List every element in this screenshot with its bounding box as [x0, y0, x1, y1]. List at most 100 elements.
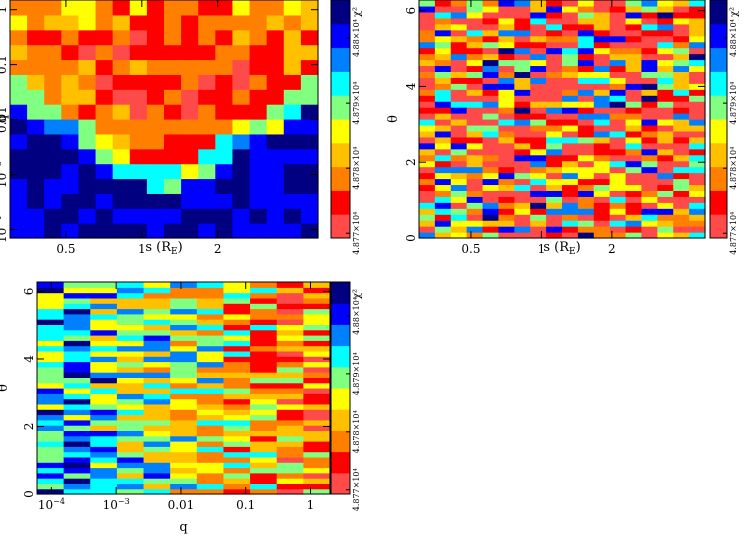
heatmap-cell [37, 329, 65, 336]
heatmap-cell [450, 202, 468, 209]
heatmap-cell [250, 345, 278, 352]
heatmap-cell [419, 178, 436, 186]
heatmap-cell [303, 483, 331, 490]
heatmap-cell [198, 133, 216, 150]
heatmap-cell [78, 223, 97, 239]
heatmap-cell [673, 29, 690, 37]
heatmap-cell [593, 47, 611, 55]
heatmap-cell [466, 148, 484, 156]
heatmap-cell [143, 313, 171, 320]
heatmap-cell [63, 441, 91, 447]
heatmap-cell [170, 345, 198, 352]
heatmap-cell [232, 119, 251, 135]
heatmap-cell [266, 148, 285, 165]
heatmap-cell [514, 41, 531, 49]
heatmap-cell [689, 184, 706, 191]
heatmap-cell [577, 130, 595, 138]
heatmap-cell [641, 148, 658, 156]
heatmap-cell [641, 5, 658, 13]
colorbar-step [710, 47, 727, 72]
heatmap-cell [112, 208, 131, 224]
heatmap-cell [63, 287, 91, 294]
colorbar-step [331, 282, 350, 304]
heatmap-cell [283, 29, 302, 46]
heatmap-cell [198, 44, 216, 61]
heatmap-cell [112, 44, 131, 61]
colorbar-label: χ² [352, 289, 363, 299]
heatmap-cell [641, 160, 658, 168]
heatmap-cell [276, 456, 304, 463]
heatmap-cell [164, 29, 182, 46]
heatmap-cell [146, 44, 165, 61]
heatmap-cell [164, 119, 182, 135]
heatmap-cell [625, 113, 643, 120]
heatmap-cell [546, 5, 563, 13]
heatmap-cell [514, 95, 531, 102]
heatmap-cell [44, 193, 62, 209]
heatmap-cell [198, 193, 216, 209]
heatmap-cell [514, 77, 531, 84]
heatmap-cell [223, 393, 251, 400]
heatmap-cell [181, 0, 199, 16]
heatmap-cell [577, 184, 595, 191]
heatmap-cell [223, 361, 251, 368]
heatmap-cell [276, 409, 304, 416]
heatmap-cell [266, 119, 285, 135]
heatmap-cell [514, 190, 531, 197]
heatmap-cell [196, 366, 225, 373]
heatmap-cell [562, 65, 579, 72]
heatmap-cell [146, 223, 165, 239]
heatmap-cell [250, 372, 278, 378]
heatmap-cell [170, 335, 198, 341]
heatmap-cell [641, 77, 658, 84]
heatmap-cell [434, 77, 452, 84]
heatmap-cell [129, 223, 148, 239]
heatmap-cell [116, 340, 145, 347]
heatmap-cell [10, 119, 28, 135]
heatmap-cell [466, 142, 484, 150]
heatmap-cell [276, 292, 304, 299]
heatmap-cell [63, 419, 91, 426]
heatmap-cell [90, 313, 118, 320]
heatmap-cell [303, 462, 331, 469]
heatmap-cell [562, 166, 579, 174]
heatmap-cell [232, 44, 251, 61]
heatmap-cell [170, 297, 198, 304]
heatmap-cell [641, 178, 658, 186]
heatmap-cell [250, 398, 278, 405]
heatmap-cell [546, 35, 563, 43]
heatmap-cell [266, 14, 285, 31]
heatmap-cell [181, 193, 199, 209]
heatmap-cell [143, 361, 171, 368]
heatmap-cell [116, 356, 145, 363]
heatmap-cell [250, 356, 278, 363]
heatmap-cell [514, 178, 531, 186]
y-tick-label: 0.01 [0, 106, 9, 133]
heatmap-cell [673, 232, 690, 239]
x-tick-label: 10−4 [38, 497, 65, 512]
y-tick-label: 1 [0, 6, 9, 14]
heatmap-cell [514, 35, 531, 43]
heatmap-cell [143, 350, 171, 357]
heatmap-cell [514, 130, 531, 138]
heatmap-cell [249, 74, 268, 90]
heatmap-cell [689, 232, 706, 239]
heatmap-cell [266, 178, 285, 194]
heatmap-cell [657, 136, 674, 144]
heatmap-cell [530, 214, 547, 221]
heatmap-cell [673, 11, 690, 19]
heatmap-cell [266, 29, 285, 46]
heatmap-cell [283, 14, 302, 31]
heatmap-cell [530, 0, 547, 7]
heatmap-cell [562, 202, 579, 209]
heatmap-cell [689, 17, 706, 25]
heatmap-cell [546, 124, 563, 132]
heatmap-cell [673, 178, 690, 186]
heatmap-cell [129, 44, 148, 61]
heatmap-cell [546, 29, 563, 37]
heatmap-cell [689, 154, 706, 162]
heatmap-cell [143, 377, 171, 384]
heatmap-cell [300, 0, 319, 16]
heatmap-cell [303, 377, 331, 384]
heatmap-cell [530, 124, 547, 132]
